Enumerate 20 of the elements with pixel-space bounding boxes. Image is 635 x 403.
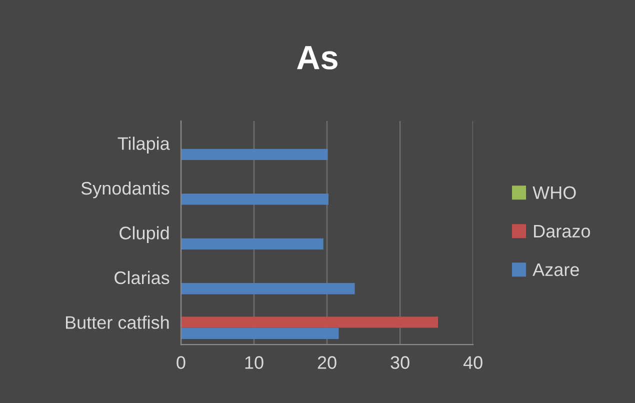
- x-tick-label: 0: [176, 356, 186, 369]
- x-tick-label: 30: [390, 356, 410, 369]
- y-tick-label: Tilapia: [118, 136, 170, 154]
- chart-title: As: [297, 46, 338, 70]
- y-tick-label: Clarias: [114, 270, 170, 284]
- x-tick-label: 10: [245, 356, 264, 369]
- legend-label: Azare: [532, 263, 579, 276]
- bar: [180, 283, 355, 294]
- y-tick-label: Clupid: [120, 226, 169, 244]
- bar: [180, 238, 324, 250]
- legend-label: Darazo: [534, 224, 590, 238]
- x-tick-label: 40: [463, 356, 482, 369]
- y-tick-label: Butter catfish: [66, 316, 169, 329]
- bar: [180, 328, 339, 339]
- bar: [180, 316, 438, 328]
- y-tick-label: Synodantis: [81, 181, 170, 198]
- bar: [180, 194, 328, 205]
- legend-label: WHO: [532, 186, 576, 200]
- x-tick-label: 20: [318, 356, 336, 369]
- bar: [180, 148, 328, 160]
